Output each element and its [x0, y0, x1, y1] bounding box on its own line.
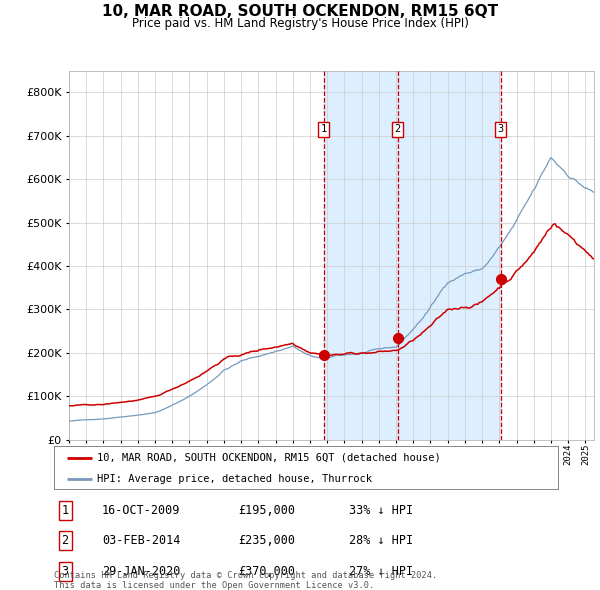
Text: 16-OCT-2009: 16-OCT-2009 [102, 504, 180, 517]
Text: 3: 3 [497, 124, 504, 135]
Text: Contains HM Land Registry data © Crown copyright and database right 2024.
This d: Contains HM Land Registry data © Crown c… [54, 571, 437, 590]
Text: £235,000: £235,000 [238, 534, 295, 547]
Text: 1: 1 [320, 124, 327, 135]
Text: 10, MAR ROAD, SOUTH OCKENDON, RM15 6QT: 10, MAR ROAD, SOUTH OCKENDON, RM15 6QT [102, 4, 498, 18]
Text: 1: 1 [62, 504, 68, 517]
Text: 10, MAR ROAD, SOUTH OCKENDON, RM15 6QT (detached house): 10, MAR ROAD, SOUTH OCKENDON, RM15 6QT (… [97, 453, 440, 463]
Text: 3: 3 [62, 565, 68, 578]
Text: 2: 2 [394, 124, 401, 135]
Text: HPI: Average price, detached house, Thurrock: HPI: Average price, detached house, Thur… [97, 474, 372, 484]
Text: 33% ↓ HPI: 33% ↓ HPI [349, 504, 413, 517]
Text: 29-JAN-2020: 29-JAN-2020 [102, 565, 180, 578]
Text: Price paid vs. HM Land Registry's House Price Index (HPI): Price paid vs. HM Land Registry's House … [131, 17, 469, 30]
Text: 03-FEB-2014: 03-FEB-2014 [102, 534, 180, 547]
Text: 28% ↓ HPI: 28% ↓ HPI [349, 534, 413, 547]
Text: £195,000: £195,000 [238, 504, 295, 517]
Text: 27% ↓ HPI: 27% ↓ HPI [349, 565, 413, 578]
Text: £370,000: £370,000 [238, 565, 295, 578]
Bar [323, 71, 501, 440]
Text: 2: 2 [62, 534, 68, 547]
